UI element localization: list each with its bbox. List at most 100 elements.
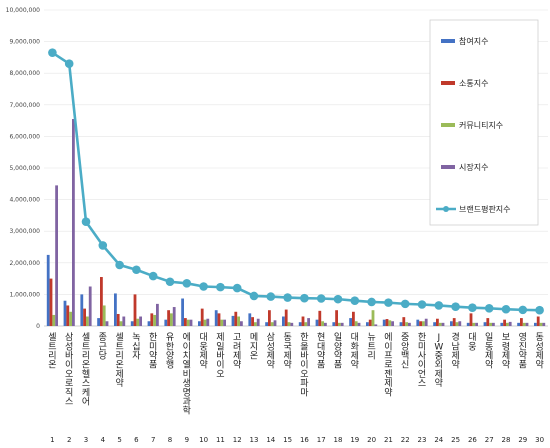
- rank-label: 8: [168, 436, 172, 444]
- bar: [506, 322, 509, 326]
- bar: [450, 321, 453, 326]
- line-point: [115, 260, 124, 270]
- bar: [83, 308, 86, 326]
- bar: [46, 254, 50, 326]
- bar: [290, 322, 294, 326]
- bar: [335, 310, 338, 326]
- bar: [304, 322, 308, 326]
- line-point: [468, 303, 477, 312]
- line-point: [266, 292, 276, 301]
- line-point: [182, 279, 192, 288]
- rank-label: 17: [317, 436, 326, 444]
- line-point: [98, 241, 108, 250]
- rank-label: 19: [350, 436, 359, 444]
- bar: [214, 310, 218, 326]
- rank-label: 24: [434, 436, 443, 444]
- bar: [424, 318, 428, 326]
- line-point: [132, 265, 141, 275]
- bar: [399, 322, 403, 326]
- bar: [416, 319, 420, 326]
- rank-label: 13: [250, 436, 259, 444]
- bar: [466, 322, 470, 326]
- bar: [483, 322, 487, 326]
- legend-swatch: [441, 81, 455, 85]
- bar: [119, 321, 123, 326]
- rank-label: 18: [334, 436, 343, 444]
- bar: [256, 318, 260, 326]
- bar: [66, 305, 70, 326]
- bar: [237, 316, 240, 326]
- bar: [172, 307, 176, 326]
- bar: [150, 313, 154, 326]
- rank-label: 6: [134, 436, 139, 444]
- line-point: [249, 291, 259, 301]
- y-tick-label: 7,000,000: [9, 102, 40, 109]
- rank-label: 10: [199, 436, 208, 444]
- rank-label: 15: [283, 436, 292, 444]
- rank-label: 29: [518, 436, 527, 444]
- line-point: [333, 294, 343, 304]
- bar: [231, 315, 235, 326]
- rank-label: 28: [502, 436, 511, 444]
- bar: [164, 319, 168, 326]
- bar: [340, 322, 344, 326]
- bar: [217, 313, 221, 326]
- bar: [458, 321, 462, 326]
- line-point: [316, 294, 326, 303]
- legend-swatch: [441, 165, 455, 169]
- rank-label: 4: [101, 436, 106, 444]
- rank-label: 12: [233, 436, 242, 444]
- bar: [539, 322, 543, 326]
- bar: [508, 321, 512, 326]
- rank-label: 22: [401, 436, 410, 444]
- bar: [105, 321, 109, 326]
- bar: [301, 316, 305, 326]
- bar: [408, 322, 411, 326]
- line-point: [148, 271, 158, 281]
- line-point: [451, 302, 460, 312]
- line-point: [64, 59, 74, 69]
- bar: [324, 322, 327, 326]
- rank-label: 27: [485, 436, 494, 444]
- bar: [170, 313, 173, 326]
- bar: [374, 324, 378, 326]
- y-tick-label: 2,000,000: [9, 260, 40, 267]
- bar: [203, 319, 207, 326]
- line-point: [48, 48, 57, 57]
- bar: [284, 309, 288, 326]
- bar: [371, 310, 375, 326]
- rank-label: 5: [117, 436, 121, 444]
- line-point: [518, 305, 528, 315]
- legend-label: 커뮤니티지수: [459, 120, 503, 130]
- rank-label: 23: [418, 436, 427, 444]
- bar: [422, 321, 425, 326]
- bar: [382, 319, 386, 326]
- bar: [354, 321, 358, 326]
- bar: [189, 319, 193, 326]
- y-tick-label: 4,000,000: [9, 197, 40, 204]
- bar: [469, 313, 473, 326]
- bar: [130, 321, 134, 326]
- rank-label: 11: [216, 436, 225, 444]
- line-point: [501, 304, 511, 314]
- bar: [198, 321, 201, 326]
- line-point: [434, 301, 444, 310]
- bar: [147, 321, 151, 326]
- rank-label: 25: [451, 436, 460, 444]
- bar: [181, 298, 184, 326]
- rank-label: 2: [67, 436, 71, 444]
- bar: [441, 322, 445, 326]
- bar: [486, 318, 490, 326]
- bar: [307, 318, 310, 326]
